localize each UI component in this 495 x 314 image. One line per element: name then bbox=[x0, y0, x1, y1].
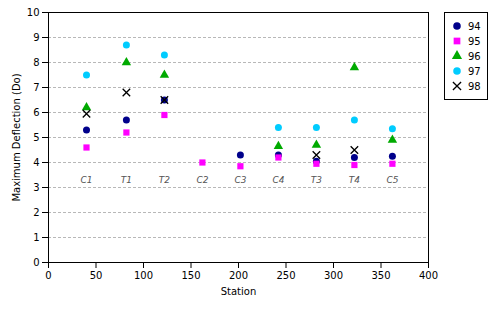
svg-text:3: 3 bbox=[33, 182, 39, 193]
svg-text:6: 6 bbox=[33, 107, 39, 118]
svg-text:Station: Station bbox=[221, 286, 257, 297]
svg-text:9: 9 bbox=[33, 32, 39, 43]
svg-text:50: 50 bbox=[90, 270, 103, 281]
svg-text:4: 4 bbox=[33, 157, 39, 168]
svg-text:200: 200 bbox=[229, 270, 248, 281]
svg-text:0: 0 bbox=[45, 270, 51, 281]
svg-text:5: 5 bbox=[33, 132, 39, 143]
svg-text:T2: T2 bbox=[159, 175, 170, 185]
svg-text:7: 7 bbox=[33, 82, 39, 93]
svg-text:2: 2 bbox=[33, 207, 39, 218]
html-text:96: 96 bbox=[468, 50, 481, 62]
svg-text:10: 10 bbox=[27, 7, 40, 18]
svg-text:350: 350 bbox=[371, 270, 390, 281]
svg-text:150: 150 bbox=[181, 270, 200, 281]
svg-text:T4: T4 bbox=[349, 175, 360, 185]
html-text:97: 97 bbox=[468, 65, 481, 77]
svg-text:C4: C4 bbox=[272, 175, 284, 185]
svg-text:100: 100 bbox=[134, 270, 153, 281]
svg-text:8: 8 bbox=[33, 57, 39, 68]
html-text:95: 95 bbox=[468, 35, 481, 47]
svg-text:C1: C1 bbox=[80, 175, 92, 185]
html-text:94: 94 bbox=[468, 20, 481, 32]
svg-text:Maximum Deflection (Do): Maximum Deflection (Do) bbox=[11, 73, 22, 201]
svg-text:300: 300 bbox=[324, 270, 343, 281]
svg-text:400: 400 bbox=[419, 270, 438, 281]
svg-text:C2: C2 bbox=[196, 175, 208, 185]
svg-text:C5: C5 bbox=[386, 175, 398, 185]
svg-text:250: 250 bbox=[276, 270, 295, 281]
html-text:98: 98 bbox=[468, 80, 481, 92]
svg-text:1: 1 bbox=[33, 232, 39, 243]
svg-text:T1: T1 bbox=[121, 175, 132, 185]
svg-text:0: 0 bbox=[33, 257, 39, 268]
svg-text:C3: C3 bbox=[234, 175, 246, 185]
svg-text:T3: T3 bbox=[311, 175, 322, 185]
